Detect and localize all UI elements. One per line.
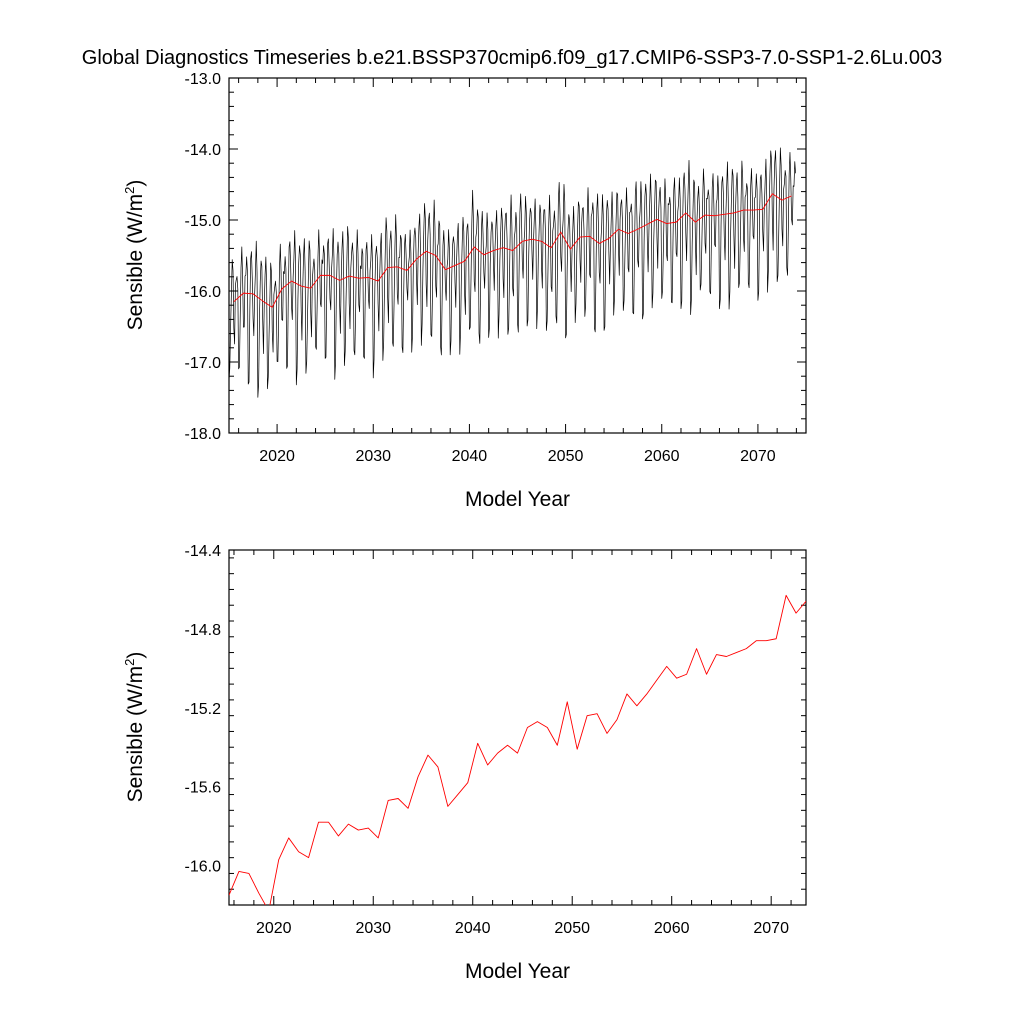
y-tick-label: -16.0: [185, 284, 222, 301]
y-tick-label: -16.0: [185, 859, 222, 876]
figure-title: Global Diagnostics Timeseries b.e21.BSSP…: [82, 47, 942, 69]
x-tick-label: 2020: [256, 920, 292, 937]
x-tick-label: 2050: [548, 448, 584, 465]
x-ticks: [233, 550, 792, 905]
y-tick-label: -15.2: [185, 701, 222, 718]
x-tick-label: 2040: [452, 448, 488, 465]
top-panel: 2020 2030 2040 2050 2060 2070 -18.0 -17.0 -16.0 -…: [122, 71, 807, 511]
y-axis-label: Sensible (W/m2): [122, 652, 147, 803]
bottom-panel: 2020 2030 2040 2050 2060 2070 -16.0 -15.6 -15.2 -…: [122, 543, 807, 983]
plot-frame: [228, 549, 807, 906]
y-tick-label: -13.0: [185, 71, 222, 88]
y-tick-label: -14.8: [185, 622, 222, 639]
annual-mean-series-line: [233, 193, 792, 308]
y-tick-label: -17.0: [185, 355, 222, 372]
annual-mean-series-line: [229, 594, 806, 905]
y-tick-label: -15.6: [185, 780, 222, 797]
series-group: [229, 147, 796, 398]
y-ticks: [229, 77, 806, 434]
x-tick-label: 2030: [355, 448, 391, 465]
x-tick-label: 2070: [740, 448, 776, 465]
x-tick-label: 2050: [554, 920, 590, 937]
plot-frame: [228, 77, 807, 434]
x-axis-label: Model Year: [465, 960, 570, 983]
y-axis-label: Sensible (W/m2): [122, 180, 147, 331]
series-group: [229, 594, 806, 905]
x-tick-label: 2060: [654, 920, 690, 937]
x-tick-label: 2020: [259, 448, 295, 465]
x-tick-label: 2060: [644, 448, 680, 465]
y-tick-label: -14.4: [185, 543, 222, 560]
x-tick-label: 2040: [455, 920, 491, 937]
y-tick-label: -18.0: [185, 426, 222, 443]
monthly-series-line: [229, 147, 796, 398]
x-ticks: [238, 78, 797, 433]
y-tick-label: -14.0: [185, 142, 222, 159]
x-tick-label: 2030: [355, 920, 391, 937]
y-tick-label: -15.0: [185, 213, 222, 230]
x-axis-label: Model Year: [465, 488, 570, 511]
y-ticks: [229, 557, 806, 906]
x-tick-label: 2070: [753, 920, 789, 937]
